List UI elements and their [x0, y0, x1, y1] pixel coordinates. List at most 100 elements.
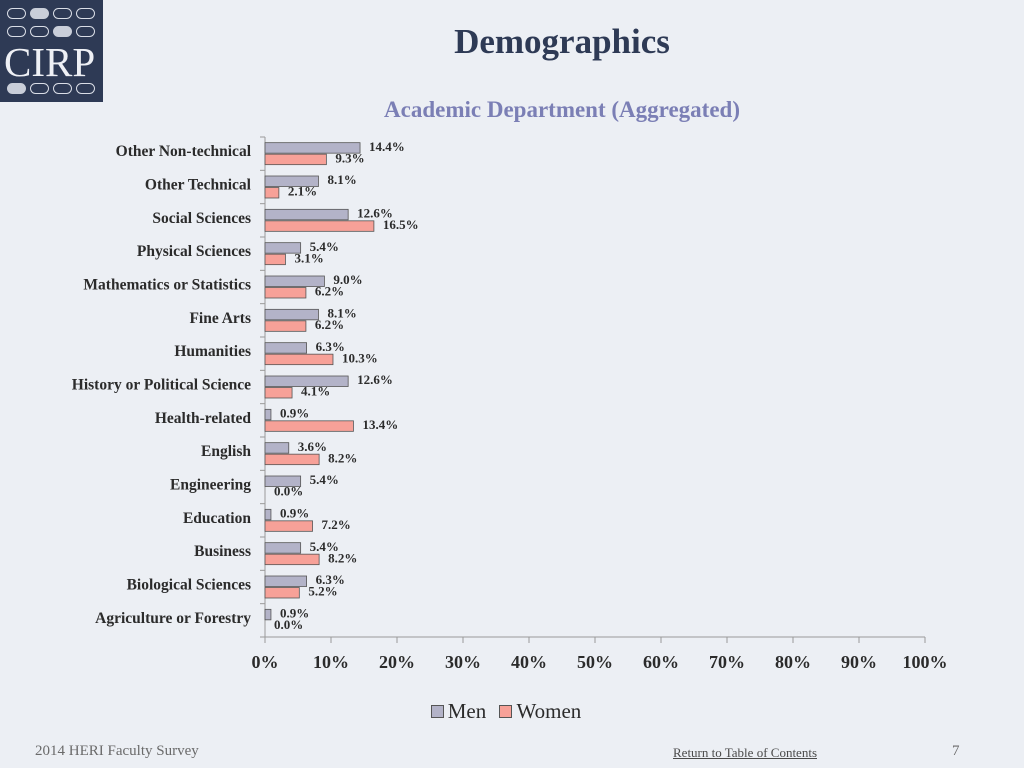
- data-label-men-agriculture-or-forestry: 0.9%: [280, 606, 309, 621]
- bar-men-english: [264, 442, 290, 454]
- data-label-women-other-technical: 2.1%: [288, 184, 317, 199]
- bar-women-mathematics-or-statistics: [264, 287, 307, 299]
- bar-women-health-related: [264, 420, 354, 432]
- bar-women-business: [264, 553, 320, 566]
- category-label-agriculture-or-forestry: Agriculture or Forestry: [95, 610, 251, 627]
- bar-men-other-technical: [264, 175, 319, 187]
- logo-pill: [30, 26, 49, 37]
- bar-women-physical-sciences: [264, 253, 286, 266]
- bar-women-other-non-technical: [264, 153, 327, 166]
- x-tick-label: 30%: [445, 652, 481, 672]
- data-label-men-social-sciences: 12.6%: [357, 206, 393, 221]
- data-label-women-history-or-political-science: 4.1%: [301, 384, 330, 399]
- bar-men-physical-sciences: [264, 242, 302, 254]
- logo-pill: [7, 26, 26, 37]
- category-label-biological-sciences: Biological Sciences: [127, 577, 251, 594]
- legend-item-women: Women: [499, 699, 581, 724]
- x-tick-label: 10%: [313, 652, 349, 672]
- bar-men-history-or-political-science: [264, 375, 349, 387]
- data-label-women-business: 8.2%: [328, 550, 357, 565]
- category-label-social-sciences: Social Sciences: [152, 210, 251, 227]
- category-label-english: English: [201, 443, 251, 460]
- category-label-business: Business: [194, 543, 251, 560]
- x-tick-label: 40%: [511, 652, 547, 672]
- bar-women-english: [264, 453, 320, 466]
- legend-label-women: Women: [516, 699, 582, 723]
- legend-swatch-women: [499, 704, 513, 718]
- logo-pill: [53, 83, 72, 94]
- bar-men-fine-arts: [264, 308, 319, 321]
- data-label-women-english: 8.2%: [328, 450, 357, 465]
- cirp-logo: CIRP: [0, 0, 103, 102]
- x-tick-label: 60%: [643, 652, 679, 672]
- bar-men-health-related: [264, 408, 272, 421]
- bar-men-social-sciences: [264, 208, 349, 221]
- legend-item-men: Men: [430, 699, 487, 724]
- data-label-men-fine-arts: 8.1%: [327, 306, 356, 321]
- bar-chart: 0% 10% 20% 30% 40% 50% 60% 70% 80% 90% 100% Other N…: [72, 136, 948, 672]
- bar-men-biological-sciences: [264, 575, 307, 587]
- bar-women-other-technical: [264, 187, 280, 199]
- logo-pill: [7, 8, 26, 19]
- category-label-humanities: Humanities: [174, 343, 251, 360]
- x-tick-label: 0%: [252, 652, 279, 672]
- bar-women-biological-sciences: [264, 587, 300, 599]
- data-label-men-other-technical: 8.1%: [327, 172, 356, 187]
- chart-title: Academic Department (Aggregated): [384, 97, 740, 122]
- data-label-men-biological-sciences: 6.3%: [316, 572, 345, 587]
- logo-pill: [53, 26, 72, 37]
- logo-pill: [30, 8, 49, 19]
- data-label-men-business: 5.4%: [310, 539, 339, 554]
- data-label-men-mathematics-or-statistics: 9.0%: [333, 272, 362, 287]
- category-label-fine-arts: Fine Arts: [189, 310, 251, 327]
- data-label-women-mathematics-or-statistics: 6.2%: [315, 284, 344, 299]
- data-label-men-other-non-technical: 14.4%: [369, 139, 405, 154]
- bar-men-humanities: [264, 342, 307, 354]
- x-tick-label: 100%: [903, 652, 948, 672]
- data-label-women-fine-arts: 6.2%: [315, 317, 344, 332]
- bar-women-social-sciences: [264, 220, 375, 232]
- category-label-other-technical: Other Technical: [145, 177, 252, 194]
- data-label-women-agriculture-or-forestry: 0.0%: [274, 617, 303, 632]
- bar-women-humanities: [264, 353, 334, 366]
- logo-pill: [76, 26, 95, 37]
- x-tick-label: 50%: [577, 652, 613, 672]
- chart-legend: Men Women: [0, 699, 1012, 724]
- x-tick-label: 90%: [841, 652, 877, 672]
- x-tick-label: 80%: [775, 652, 811, 672]
- bar-women-education: [264, 520, 313, 532]
- category-label-health-related: Health-related: [155, 410, 252, 427]
- category-label-engineering: Engineering: [170, 477, 251, 494]
- data-label-men-humanities: 6.3%: [316, 339, 345, 354]
- bar-men-mathematics-or-statistics: [264, 275, 325, 287]
- logo-pill: [7, 83, 26, 94]
- page-title: Demographics: [454, 22, 670, 61]
- data-label-women-social-sciences: 16.5%: [383, 217, 419, 232]
- category-label-education: Education: [183, 510, 251, 527]
- logo-pill: [53, 8, 72, 19]
- bar-women-fine-arts: [264, 320, 307, 332]
- data-label-men-history-or-political-science: 12.6%: [357, 372, 393, 387]
- data-label-men-engineering: 5.4%: [310, 472, 339, 487]
- data-label-women-biological-sciences: 5.2%: [308, 584, 337, 599]
- bar-men-business: [264, 542, 302, 554]
- logo-wordmark: CIRP: [4, 39, 96, 85]
- logo-pill: [30, 83, 49, 94]
- data-label-women-engineering: 0.0%: [274, 484, 303, 499]
- bar-men-other-non-technical: [264, 142, 361, 154]
- category-label-mathematics-or-statistics: Mathematics or Statistics: [83, 277, 251, 294]
- data-label-men-health-related: 0.9%: [280, 406, 309, 421]
- category-label-physical-sciences: Physical Sciences: [137, 243, 251, 260]
- data-label-women-education: 7.2%: [322, 517, 351, 532]
- bar-women-history-or-political-science: [264, 387, 293, 399]
- category-label-other-non-technical: Other Non-technical: [116, 143, 252, 160]
- bar-men-engineering: [264, 475, 302, 487]
- page-number: 7: [952, 743, 960, 759]
- category-label-history-or-political-science: History or Political Science: [72, 377, 251, 394]
- bar-men-education: [264, 508, 272, 521]
- legend-label-men: Men: [447, 699, 487, 723]
- x-tick-label: 70%: [709, 652, 745, 672]
- return-to-toc-link[interactable]: Return to Table of Contents: [673, 745, 817, 760]
- x-tick-label: 20%: [379, 652, 415, 672]
- data-label-women-humanities: 10.3%: [342, 350, 378, 365]
